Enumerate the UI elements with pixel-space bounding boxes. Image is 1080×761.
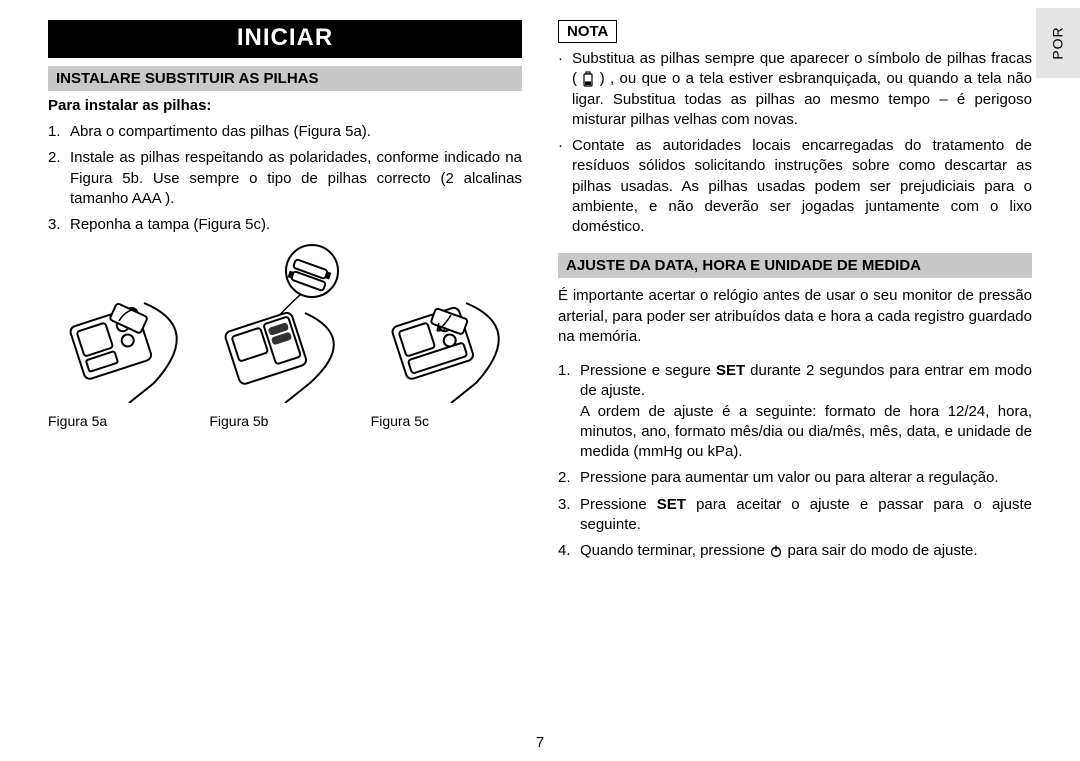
list-item: 2. Pressione para aumentar um valor ou p…: [558, 468, 1032, 488]
set-intro: É importante acertar o relógio antes de …: [558, 286, 1032, 347]
nota-item-1: Substitua as pilhas sempre que aparecer …: [572, 49, 1032, 130]
language-tab: POR: [1036, 8, 1080, 78]
low-battery-icon: [582, 71, 594, 87]
left-column: INICIAR INSTALARE SUBSTITUIR AS PILHAS P…: [48, 20, 522, 567]
list-item: 2.Instale as pilhas respeitando as polar…: [48, 148, 522, 209]
list-item: 3. Pressione SET para aceitar o ajuste e…: [558, 495, 1032, 536]
list-item: 1.Abra o compartimento das pilhas (Figur…: [48, 122, 522, 142]
manual-page: POR INICIAR INSTALARE SUBSTITUIR AS PILH…: [0, 0, 1080, 761]
list-item: 1. Pressione e segure SET durante 2 segu…: [558, 361, 1032, 462]
figure-5c: Figura 5c: [371, 263, 522, 429]
figure-5b: Figura 5b: [209, 263, 360, 429]
list-item: 4. Quando terminar, pressione para sair …: [558, 541, 1032, 561]
install-steps: 1.Abra o compartimento das pilhas (Figur…: [48, 122, 522, 235]
page-number: 7: [0, 734, 1080, 751]
list-item: · Substitua as pilhas sempre que aparece…: [558, 49, 1032, 130]
section-set-date-time: AJUSTE DA DATA, HORA E UNIDADE DE MEDIDA: [558, 253, 1032, 278]
subhead-install: Para instalar as pilhas:: [48, 97, 522, 114]
figure-5a: Figura 5a: [48, 263, 199, 429]
page-title: INICIAR: [48, 20, 522, 58]
nota-list: · Substitua as pilhas sempre que aparece…: [558, 49, 1032, 237]
figure-5a-image: [48, 263, 199, 403]
figure-5b-image: [209, 263, 360, 403]
list-item: · Contate as autoridades locais encarreg…: [558, 136, 1032, 237]
figure-5b-label: Figura 5b: [209, 413, 360, 429]
right-column: NOTA · Substitua as pilhas sempre que ap…: [558, 20, 1032, 567]
figure-row: Figura 5a: [48, 263, 522, 429]
power-icon: [769, 544, 783, 558]
language-label: POR: [1050, 26, 1066, 59]
nota-heading: NOTA: [558, 20, 617, 43]
figure-5c-label: Figura 5c: [371, 413, 522, 429]
section-install-batteries: INSTALARE SUBSTITUIR AS PILHAS: [48, 66, 522, 91]
figure-5c-image: [371, 263, 522, 403]
set-steps: 1. Pressione e segure SET durante 2 segu…: [558, 361, 1032, 561]
list-item: 3.Reponha a tampa (Figura 5c).: [48, 215, 522, 235]
figure-5a-label: Figura 5a: [48, 413, 199, 429]
